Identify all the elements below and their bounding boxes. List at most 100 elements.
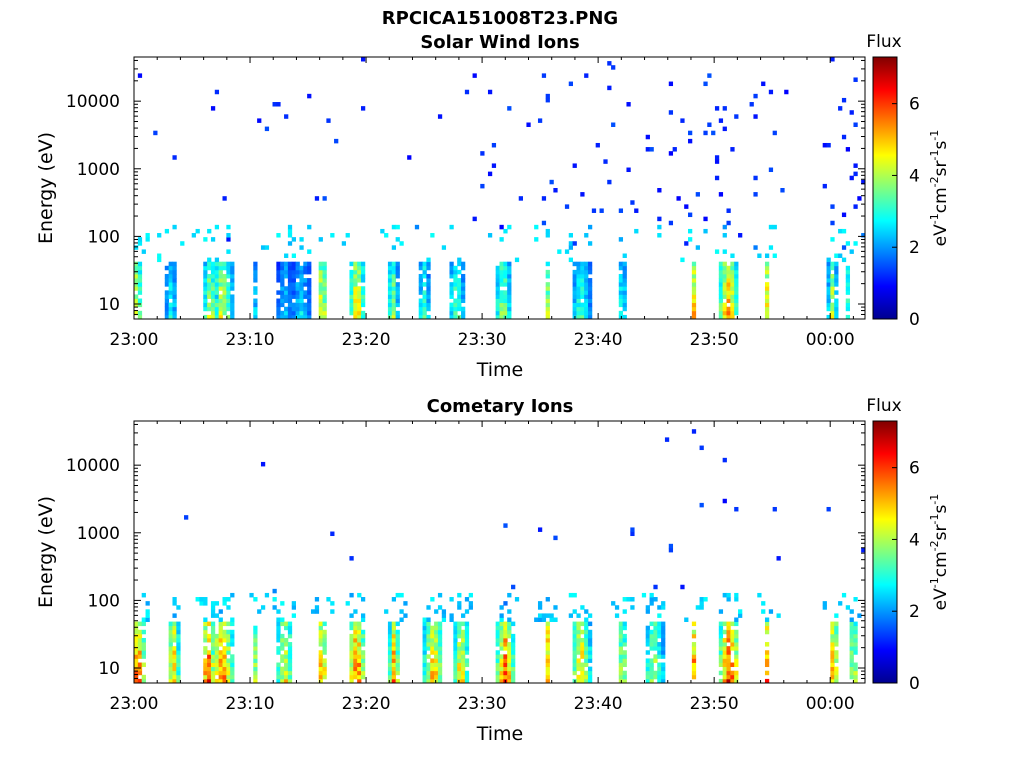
spectrogram-cell	[295, 282, 300, 287]
spectrogram-cell	[222, 678, 227, 684]
spectrogram-cell	[503, 265, 508, 271]
spectrogram-cell	[164, 290, 170, 295]
spectrogram-cell	[218, 670, 223, 676]
spectrogram-cell	[849, 666, 854, 672]
spectrogram-cell	[576, 306, 581, 312]
spectrogram-cell	[284, 253, 289, 258]
spectrogram-cell	[391, 674, 397, 680]
spectrogram-cell	[134, 650, 139, 655]
spectrogram-cell	[834, 678, 839, 684]
spectrogram-cell	[584, 306, 589, 312]
spectrogram-cell	[722, 670, 727, 676]
spectrogram-cell	[703, 216, 708, 222]
spectrogram-cell	[318, 298, 323, 304]
spectrogram-cell	[295, 298, 300, 304]
spectrogram-cell	[841, 245, 847, 250]
spectrogram-cell	[134, 678, 139, 684]
spectrogram-cell	[353, 294, 358, 299]
spectrogram-cell	[322, 629, 327, 635]
spectrogram-cell	[414, 224, 420, 230]
spectrogram-cell	[195, 597, 200, 602]
spectrogram-cell	[226, 605, 231, 610]
spectrogram-cell	[657, 642, 662, 647]
spectrogram-cell	[726, 662, 731, 668]
spectrogram-cell	[584, 273, 589, 279]
plot-frame-1	[133, 56, 866, 320]
spectrogram-cell	[191, 233, 196, 238]
spectrogram-cell	[834, 273, 839, 279]
spectrogram-cell	[318, 642, 323, 647]
spectrogram-cell	[349, 273, 354, 279]
spectrogram-cell	[464, 678, 470, 684]
spectrogram-cell	[734, 306, 739, 312]
spectrogram-cell	[172, 155, 177, 160]
spectrogram-cell	[210, 269, 216, 275]
spectrogram-cell	[738, 613, 743, 618]
spectrogram-cell	[349, 666, 354, 672]
spectrogram-cell	[830, 306, 835, 312]
spectrogram-cell	[437, 592, 443, 598]
spectrogram-cell	[437, 642, 443, 647]
spectrogram-cell	[722, 642, 727, 647]
spectrogram-cell	[668, 220, 674, 226]
spectrogram-cell	[287, 642, 293, 647]
spectrogram-cell	[276, 674, 281, 680]
spectrogram-cell	[322, 265, 327, 271]
spectrogram-cell	[830, 646, 835, 651]
spectrogram-cell	[318, 658, 323, 663]
spectrogram-cell	[622, 261, 627, 267]
spectrogram-cell	[360, 273, 366, 279]
spectrogram-cell	[572, 163, 577, 168]
spectrogram-cell	[649, 629, 654, 635]
spectrogram-cell	[576, 642, 581, 647]
spectrogram-cell	[349, 282, 354, 287]
spectrogram-cell	[360, 642, 366, 647]
spectrogram-cell	[387, 642, 393, 647]
spectrogram-cell	[137, 237, 143, 242]
spectrogram-cell	[357, 625, 362, 631]
spectrogram-cell	[507, 678, 512, 684]
spectrogram-cell	[622, 282, 627, 287]
spectrogram-cell	[295, 294, 300, 299]
spectrogram-cell	[318, 650, 323, 655]
spectrogram-cell	[507, 106, 512, 111]
spectrogram-cell	[157, 253, 162, 258]
spectrogram-cell	[834, 282, 839, 287]
spectrogram-cell	[395, 294, 400, 299]
spectrogram-cell	[691, 261, 697, 267]
spectrogram-cell	[284, 658, 289, 663]
spectrogram-cell	[464, 637, 470, 643]
spectrogram-cell	[210, 302, 216, 308]
spectrogram-cell	[461, 650, 466, 655]
spectrogram-cell	[360, 670, 366, 676]
spectrogram-cell	[584, 265, 589, 271]
spectrogram-cell	[499, 613, 504, 618]
spectrogram-cell	[426, 257, 431, 263]
spectrogram-cell	[849, 650, 854, 655]
spectrogram-cell	[418, 282, 423, 287]
spectrogram-cell	[503, 662, 508, 668]
spectrogram-cell	[287, 269, 293, 275]
spectrogram-cell	[430, 650, 435, 655]
spectrogram-cell	[353, 298, 358, 304]
spectrogram-cell	[422, 674, 427, 680]
spectrogram-cell	[284, 670, 289, 676]
spectrogram-cell	[457, 674, 462, 680]
spectrogram-cell	[711, 130, 716, 136]
spectrogram-cell	[830, 57, 835, 62]
spectrogram-cell	[172, 654, 177, 659]
spectrogram-cell	[499, 625, 504, 631]
spectrogram-cell	[461, 633, 466, 639]
spectrogram-cell	[299, 294, 304, 299]
spectrogram-cell	[172, 658, 177, 663]
spectrogram-cell	[272, 588, 277, 594]
spectrogram-cell	[541, 73, 547, 78]
spectrogram-cell	[134, 621, 139, 627]
spectrogram-cell	[230, 592, 235, 598]
spectrogram-cell	[218, 286, 223, 291]
spectrogram-cell	[830, 237, 835, 242]
spectrogram-cell	[830, 658, 835, 663]
spectrogram-cell	[284, 625, 289, 631]
spectrogram-cell	[653, 637, 658, 643]
spectrogram-cell	[495, 678, 500, 684]
